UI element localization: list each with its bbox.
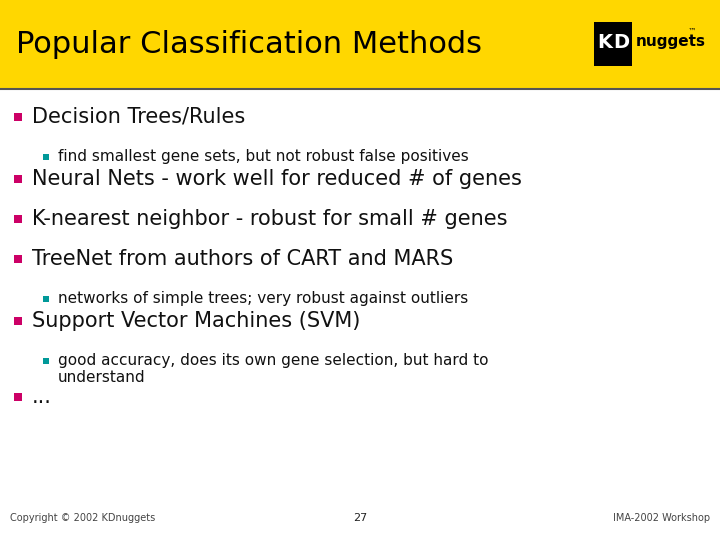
Text: Support Vector Machines (SVM): Support Vector Machines (SVM) [32, 311, 361, 331]
Text: nuggets: nuggets [636, 34, 706, 49]
Text: understand: understand [58, 369, 145, 384]
Text: 27: 27 [353, 513, 367, 523]
Text: Copyright © 2002 KDnuggets: Copyright © 2002 KDnuggets [10, 513, 156, 523]
Bar [14, 113, 22, 121]
Bar [14, 317, 22, 325]
Text: ™: ™ [688, 26, 696, 36]
Bar [14, 215, 22, 223]
Text: K: K [597, 33, 612, 52]
Bar [14, 393, 22, 401]
Bar [14, 175, 22, 183]
Bar [43, 296, 49, 302]
Bar [43, 358, 49, 364]
Text: Popular Classification Methods: Popular Classification Methods [16, 30, 482, 59]
Bar [0, 0, 720, 89]
Text: TreeNet from authors of CART and MARS: TreeNet from authors of CART and MARS [32, 249, 454, 269]
Text: Neural Nets - work well for reduced # of genes: Neural Nets - work well for reduced # of… [32, 169, 522, 189]
Text: good accuracy, does its own gene selection, but hard to: good accuracy, does its own gene selecti… [58, 354, 488, 368]
Text: find smallest gene sets, but not robust false positives: find smallest gene sets, but not robust … [58, 150, 469, 165]
Text: D: D [613, 33, 629, 52]
Text: IMA-2002 Workshop: IMA-2002 Workshop [613, 513, 710, 523]
Bar [43, 154, 49, 160]
Text: Decision Trees/Rules: Decision Trees/Rules [32, 107, 246, 127]
Bar [14, 255, 22, 263]
Bar [594, 22, 632, 65]
Text: ...: ... [32, 387, 52, 407]
Text: K-nearest neighbor - robust for small # genes: K-nearest neighbor - robust for small # … [32, 209, 508, 229]
Text: networks of simple trees; very robust against outliers: networks of simple trees; very robust ag… [58, 292, 468, 307]
